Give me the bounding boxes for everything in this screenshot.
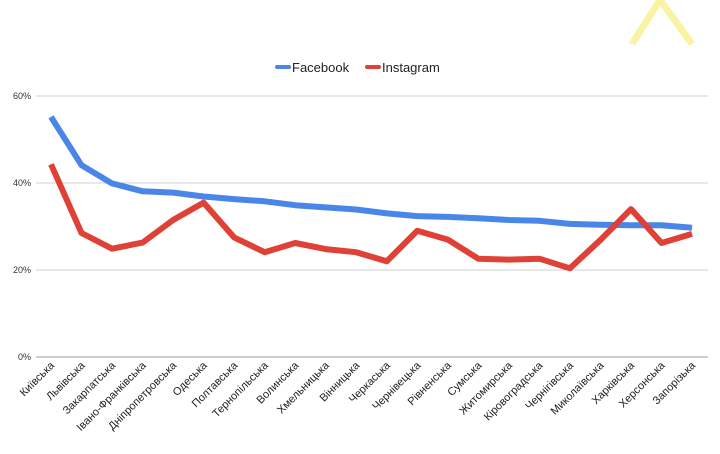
logo-mark (629, 0, 695, 47)
legend-label-facebook: Facebook (292, 60, 350, 75)
legend-label-instagram: Instagram (382, 60, 440, 75)
series-lines (48, 115, 693, 272)
x-axis: КиївськаЛьвівськаЗакарпатськаІвано-Франк… (18, 359, 699, 434)
y-axis: 0% 20% 40% 60% (13, 91, 31, 362)
x-tick-label: Закарпатська (61, 359, 119, 417)
x-tick-label: Житомирська (457, 359, 515, 417)
series-line-facebook (48, 115, 693, 231)
y-tick-label: 20% (13, 265, 31, 275)
legend: Facebook Instagram (275, 60, 440, 75)
x-tick-label: Миколаївська (549, 359, 607, 417)
series-line-instagram (48, 163, 693, 272)
y-tick-label: 0% (18, 352, 31, 362)
gridlines (36, 95, 708, 358)
y-tick-label: 60% (13, 91, 31, 101)
y-tick-label: 40% (13, 178, 31, 188)
